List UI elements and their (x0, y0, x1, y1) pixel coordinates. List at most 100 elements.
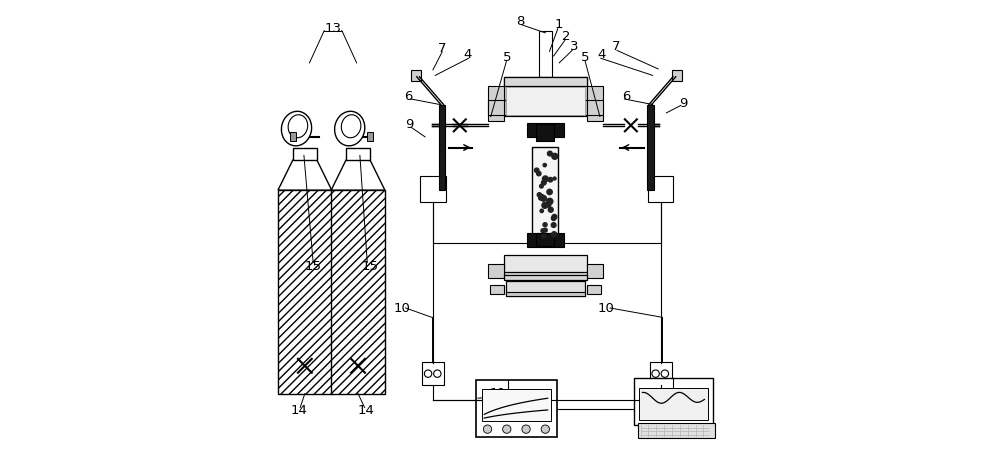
Bar (482, 389, 551, 421)
Circle shape (652, 370, 659, 377)
Bar (638, 423, 715, 439)
Bar (648, 176, 673, 202)
Text: 11: 11 (489, 387, 506, 400)
Circle shape (551, 216, 556, 220)
Circle shape (540, 184, 543, 188)
Text: 10: 10 (598, 302, 615, 315)
Text: 9: 9 (679, 97, 688, 110)
Circle shape (542, 176, 548, 182)
Circle shape (553, 177, 556, 180)
Circle shape (539, 194, 544, 200)
Bar (367, 132, 373, 140)
Bar (504, 275, 587, 280)
Bar (504, 77, 587, 86)
Bar (672, 70, 682, 81)
Text: 15: 15 (361, 260, 378, 273)
Circle shape (547, 198, 553, 205)
Circle shape (543, 223, 547, 227)
Bar (536, 124, 554, 141)
Circle shape (547, 189, 552, 195)
Bar (527, 123, 564, 137)
Bar (539, 30, 552, 77)
Text: 5: 5 (503, 51, 511, 64)
Bar (293, 148, 317, 160)
Circle shape (541, 196, 546, 201)
Bar (331, 190, 385, 394)
Text: 15: 15 (305, 260, 322, 273)
Bar (587, 86, 603, 121)
Circle shape (541, 180, 546, 185)
Bar (647, 104, 654, 190)
Circle shape (552, 154, 558, 159)
Circle shape (552, 214, 557, 219)
Text: 5: 5 (581, 51, 590, 64)
Bar (506, 292, 585, 295)
Circle shape (539, 196, 543, 200)
Bar (506, 88, 585, 115)
Text: 8: 8 (517, 15, 525, 28)
Text: 4: 4 (598, 48, 606, 61)
Circle shape (541, 425, 549, 433)
Circle shape (483, 425, 492, 433)
Ellipse shape (281, 111, 312, 146)
Bar (439, 104, 445, 190)
Text: 14: 14 (290, 404, 307, 417)
Text: 12: 12 (690, 390, 707, 403)
Circle shape (543, 163, 546, 167)
Text: 9: 9 (405, 118, 414, 132)
Circle shape (552, 232, 557, 237)
Text: 2: 2 (562, 29, 571, 43)
Bar (488, 100, 504, 115)
Circle shape (434, 370, 441, 377)
Circle shape (542, 203, 548, 208)
Bar (587, 285, 601, 293)
Bar (634, 378, 713, 424)
Circle shape (540, 209, 543, 212)
Circle shape (541, 229, 545, 233)
Bar (504, 272, 587, 278)
Circle shape (543, 228, 547, 232)
Text: 6: 6 (623, 90, 631, 102)
Text: 1: 1 (555, 18, 563, 31)
Bar (587, 264, 603, 278)
Bar (488, 264, 504, 278)
Text: 14: 14 (357, 404, 374, 417)
Text: 10: 10 (394, 302, 410, 315)
Circle shape (537, 171, 541, 176)
Bar (504, 100, 587, 115)
Circle shape (547, 151, 552, 156)
Bar (504, 77, 587, 116)
Bar (420, 176, 446, 202)
Circle shape (522, 425, 530, 433)
Text: 13: 13 (324, 22, 341, 35)
Circle shape (548, 177, 553, 182)
Bar (490, 285, 504, 293)
Circle shape (551, 223, 556, 227)
Text: 4: 4 (463, 48, 472, 61)
Circle shape (548, 207, 553, 212)
Text: 7: 7 (437, 42, 446, 55)
Bar (506, 281, 585, 295)
Bar (422, 362, 444, 385)
Polygon shape (278, 160, 332, 190)
Bar (278, 190, 332, 394)
Circle shape (424, 370, 432, 377)
Circle shape (661, 370, 669, 377)
Circle shape (535, 168, 539, 173)
Text: 6: 6 (404, 90, 413, 102)
Circle shape (537, 193, 541, 197)
Bar (650, 362, 672, 385)
Bar (290, 132, 296, 140)
Polygon shape (331, 160, 385, 190)
Text: 3: 3 (570, 40, 578, 53)
Circle shape (546, 203, 551, 207)
Bar (488, 86, 504, 121)
Text: 7: 7 (612, 40, 621, 53)
Bar (532, 147, 558, 241)
Bar (346, 148, 370, 160)
Bar (504, 255, 587, 278)
Circle shape (542, 234, 545, 238)
Bar (476, 380, 557, 438)
Ellipse shape (335, 111, 365, 146)
Bar (527, 234, 564, 247)
